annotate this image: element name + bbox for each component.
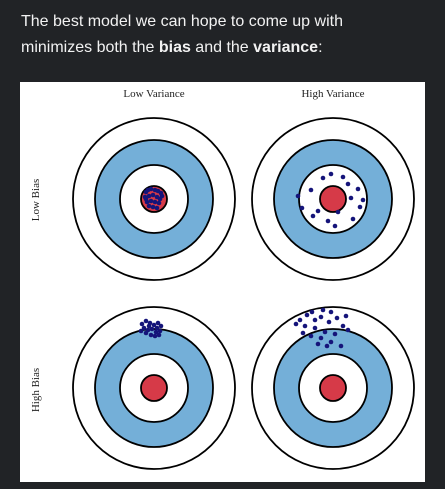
target-dot [343,313,349,319]
target-dot [146,203,152,209]
target-dot [150,192,156,198]
target-dot [332,331,338,337]
column-label-low-variance: Low Variance [123,88,184,100]
target-dot [148,198,154,204]
target-dot [328,171,334,177]
target-dot [318,314,324,320]
target-dot [158,323,164,329]
target-dot [154,205,160,211]
caption-line-2-suffix: : [318,39,323,56]
target-dot [154,325,160,331]
target-dot [332,223,338,229]
caption-line-2-prefix: minimizes both the [21,39,159,56]
variance-keyword: variance [253,39,319,56]
target-dot [312,317,318,323]
target-dot [151,322,157,328]
caption-text: The best model we can hope to come up wi… [21,9,431,61]
target-dot [338,343,344,349]
target-dot [308,333,314,339]
target-dot [302,323,308,329]
target-dot [156,200,162,206]
target-dot [340,174,346,180]
target-bullseye [319,374,347,402]
target-low-bias-high-variance [251,117,415,281]
target-dot [146,323,152,329]
target-dot [304,312,310,318]
target-dot [297,317,303,323]
target-dot [335,209,341,215]
target-dot [320,175,326,181]
target-dot [318,335,324,341]
target-dot [350,216,356,222]
target-dot [143,318,149,324]
target-dot [324,343,330,349]
target-dot [159,193,165,199]
target-dot [308,187,314,193]
target-dot [320,307,326,313]
target-dot [345,181,351,187]
caption-line-2-middle: and the [190,39,254,56]
target-dot [328,309,334,315]
target-dot [355,186,361,192]
target-dot [295,193,301,199]
target-dot [309,309,315,315]
target-low-bias-low-variance [72,117,236,281]
target-dot [345,327,351,333]
target-dot [141,325,147,331]
row-label-high-bias: High Bias [30,368,42,412]
target-high-bias-low-variance [72,306,236,470]
target-high-bias-high-variance [251,306,415,470]
target-bullseye [319,185,347,213]
target-dot [315,208,321,214]
target-dot [300,330,306,336]
target-dot [312,325,318,331]
target-dot [139,321,145,327]
target-dot [143,330,149,336]
target-dot [146,193,152,199]
target-dot [156,332,162,338]
target-dot [153,329,159,335]
target-dot [293,321,299,327]
target-dot [326,319,332,325]
caption-line-2: minimizes both the bias and the variance… [21,35,431,61]
bias-keyword: bias [158,39,191,56]
target-dot [322,329,328,335]
target-dot [315,341,321,347]
target-dot [143,196,149,202]
target-dot [299,205,305,211]
target-dot [157,328,163,334]
column-label-high-variance: High Variance [301,88,364,100]
target-dot [152,199,158,205]
bias-variance-diagram: Low Variance High Variance Low Bias High… [30,88,415,470]
target-dot [155,320,161,326]
caption-line-1: The best model we can hope to come up wi… [21,13,343,30]
bias-variance-figure: Low Variance High Variance Low Bias High… [20,82,425,482]
target-dot [149,326,155,332]
target-dot [360,197,366,203]
target-dot [138,328,144,334]
target-dot [348,195,354,201]
row-label-low-bias: Low Bias [30,179,42,221]
target-dot [357,204,363,210]
target-dot [340,323,346,329]
target-dot [148,332,154,338]
target-dot [148,186,154,192]
target-dot [325,218,331,224]
target-dot [152,333,158,339]
target-dot [334,315,340,321]
target-dot [328,339,334,345]
target-dot [150,204,156,210]
target-dot [310,213,316,219]
target-bullseye [140,374,168,402]
